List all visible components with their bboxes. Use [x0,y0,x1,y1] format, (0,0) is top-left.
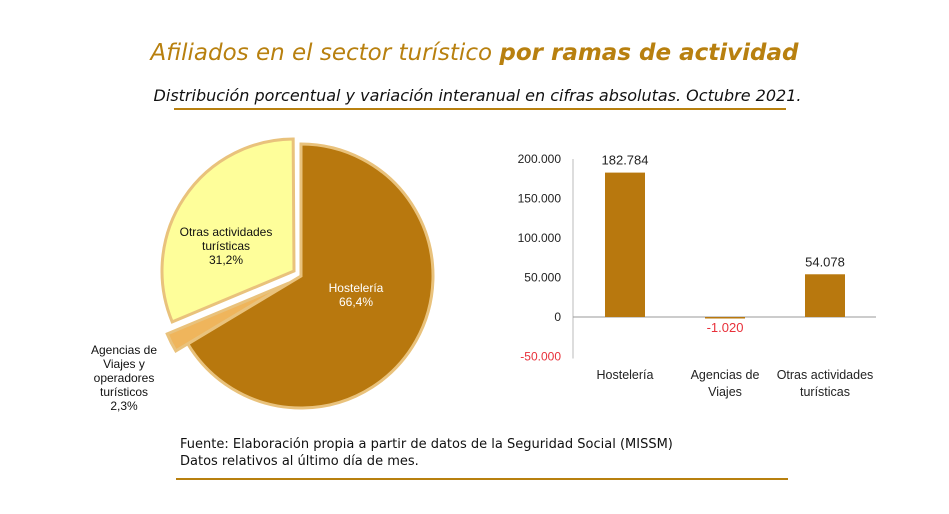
x-category-label: Viajes [708,385,742,399]
source-note: Fuente: Elaboración propia a partir de d… [180,436,673,470]
pie-label-agencias: operadores [94,371,155,385]
pie-label-agencias: turísticos [100,385,148,399]
pie-slice-otras [160,137,296,324]
bottom-divider [176,478,788,480]
page-subtitle: Distribución porcentual y variación inte… [153,86,802,105]
x-category-label: Hostelería [597,368,654,382]
pie-label-otras: 31,2% [209,253,243,267]
pie-label-otras: turísticas [202,239,250,253]
pie-label-agencias: 2,3% [110,399,138,413]
pie-label-hosteleria: 66,4% [339,295,373,309]
title-regular: Afiliados en el sector turístico [150,40,500,66]
data-note: Datos relativos al último día de mes. [180,454,419,469]
bar-value-label: 54.078 [805,254,845,269]
bar [705,317,745,319]
pie-slice-agencias [165,281,290,353]
source-text: Fuente: Elaboración propia a partir de d… [180,437,673,452]
bar-value-label: -1.020 [707,320,744,335]
y-tick-label: 200.000 [518,152,562,166]
pie-label-agencias: Viajes y [103,357,145,371]
y-tick-label: 100.000 [518,231,562,245]
x-category-label: Agencias de [691,368,760,382]
pie-label-hosteleria: Hostelería [329,281,384,295]
x-category-label: turísticas [800,385,850,399]
y-tick-label: 150.000 [518,192,562,206]
page-title: Afiliados en el sector turístico por ram… [0,40,949,66]
bar [605,172,645,317]
y-tick-label: -50.000 [520,350,561,364]
pie-label-agencias: Agencias de [91,343,157,357]
x-category-label: Otras actividades [777,368,874,382]
pie-slice-hosteleria [185,142,435,410]
bar-value-label: 182.784 [602,153,649,168]
top-divider [174,108,786,110]
pie-label-otras: Otras actividades [180,225,273,239]
y-tick-label: 0 [554,310,561,324]
bar [805,274,845,317]
title-bold: por ramas de actividad [499,40,799,66]
y-tick-label: 50.000 [524,271,561,285]
